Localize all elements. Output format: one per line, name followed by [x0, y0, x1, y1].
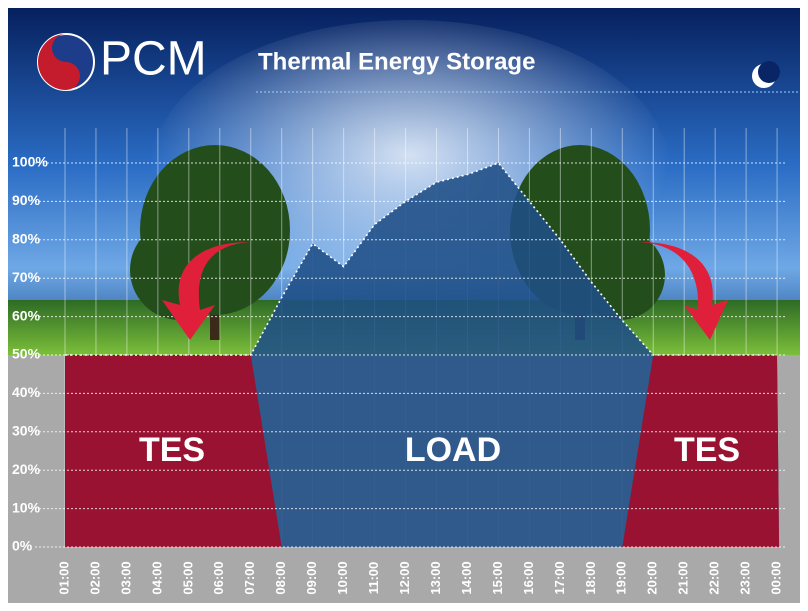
logo-icon	[38, 34, 94, 90]
x-tick-label: 17:00	[552, 561, 567, 594]
x-tick-label: 06:00	[211, 561, 226, 594]
x-tick-label: 00:00	[769, 561, 784, 594]
x-tick-label: 10:00	[335, 561, 350, 594]
x-tick-label: 13:00	[428, 561, 443, 594]
x-tick-label: 14:00	[459, 561, 474, 594]
area-label: TES	[139, 431, 205, 469]
x-tick-label: 09:00	[304, 561, 319, 594]
x-tick-label: 16:00	[521, 561, 536, 594]
x-tick-label: 01:00	[56, 561, 71, 594]
x-tick-label: 05:00	[180, 561, 195, 594]
y-tick-label: 90%	[12, 192, 41, 208]
x-tick-label: 07:00	[242, 561, 257, 594]
x-tick-label: 02:00	[87, 561, 102, 594]
area-label: TES	[674, 431, 740, 469]
y-tick-label: 10%	[12, 499, 41, 515]
x-tick-label: 03:00	[118, 561, 133, 594]
y-tick-label: 100%	[12, 154, 48, 170]
area-label: LOAD	[405, 431, 501, 469]
x-tick-label: 08:00	[273, 561, 288, 594]
x-tick-label: 04:00	[149, 561, 164, 594]
chart-title: Thermal Energy Storage	[258, 48, 535, 75]
y-tick-label: 40%	[12, 384, 41, 400]
y-tick-label: 70%	[12, 269, 41, 285]
x-tick-label: 19:00	[614, 561, 629, 594]
y-tick-label: 30%	[12, 423, 41, 439]
x-tick-label: 23:00	[738, 561, 753, 594]
y-tick-label: 50%	[12, 346, 41, 362]
x-tick-label: 18:00	[583, 561, 598, 594]
x-tick-label: 20:00	[645, 561, 660, 594]
chart: PCM Thermal Energy Storage TES LOAD TES 0% 1…	[0, 0, 808, 611]
y-tick-label: 20%	[12, 461, 41, 477]
x-tick-label: 15:00	[490, 561, 505, 594]
y-tick-label: 0%	[12, 538, 33, 554]
x-tick-label: 11:00	[366, 562, 381, 595]
x-tick-label: 22:00	[707, 561, 722, 594]
y-tick-label: 60%	[12, 307, 41, 323]
y-tick-label: 80%	[12, 231, 41, 247]
x-tick-label: 21:00	[676, 561, 691, 594]
logo: PCM	[100, 33, 207, 86]
x-tick-label: 12:00	[397, 561, 412, 594]
